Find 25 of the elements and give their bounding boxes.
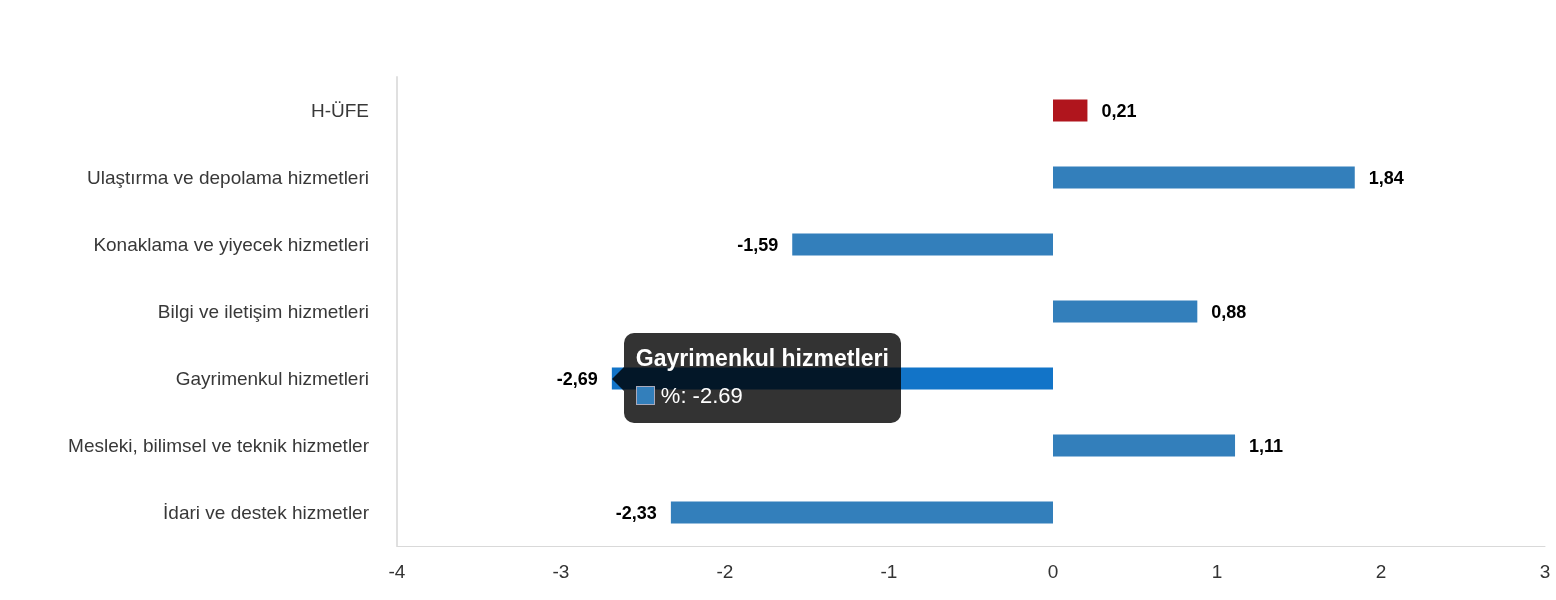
x-tick-label: 0 — [1047, 561, 1059, 582]
annotation: %: -2.69 — [660, 381, 743, 410]
x-tick-label: -3 — [552, 561, 570, 582]
x-tick-label: -2 — [716, 561, 734, 582]
x-tick-label: 3 — [1539, 561, 1551, 582]
x-tick-label: 1 — [1211, 561, 1223, 582]
x-tick-label: 2 — [1375, 561, 1387, 582]
data-label: 0,21 — [1101, 100, 1137, 121]
y-tick-label: Bilgi ve iletişim hizmetleri — [157, 301, 369, 322]
x-tick-label: -1 — [880, 561, 898, 582]
y-tick-label: Konaklama ve yiyecek hizmetleri — [93, 234, 369, 255]
data-label: 1,11 — [1249, 435, 1284, 456]
tooltip: Gayrimenkul hizmetleri %: -2.69 — [611, 332, 901, 423]
data-label: -2,33 — [615, 502, 657, 523]
x-tick-label: -4 — [388, 561, 406, 582]
y-tick-label: H-ÜFE — [310, 100, 369, 121]
data-label: 0,88 — [1211, 301, 1247, 322]
y-tick-label: Ulaştırma ve depolama hizmetleri — [87, 167, 369, 188]
y-tick-label: Mesleki, bilimsel ve teknik hizmetler — [68, 435, 370, 456]
data-label: 1,84 — [1368, 167, 1404, 188]
data-label: -2,69 — [556, 368, 598, 389]
annotation: Gayrimenkul hizmetleri — [635, 344, 889, 371]
y-tick-label: İdari ve destek hizmetler — [163, 502, 370, 523]
data-label: -1,59 — [737, 234, 779, 255]
y-tick-label: Gayrimenkul hizmetleri — [175, 368, 369, 389]
